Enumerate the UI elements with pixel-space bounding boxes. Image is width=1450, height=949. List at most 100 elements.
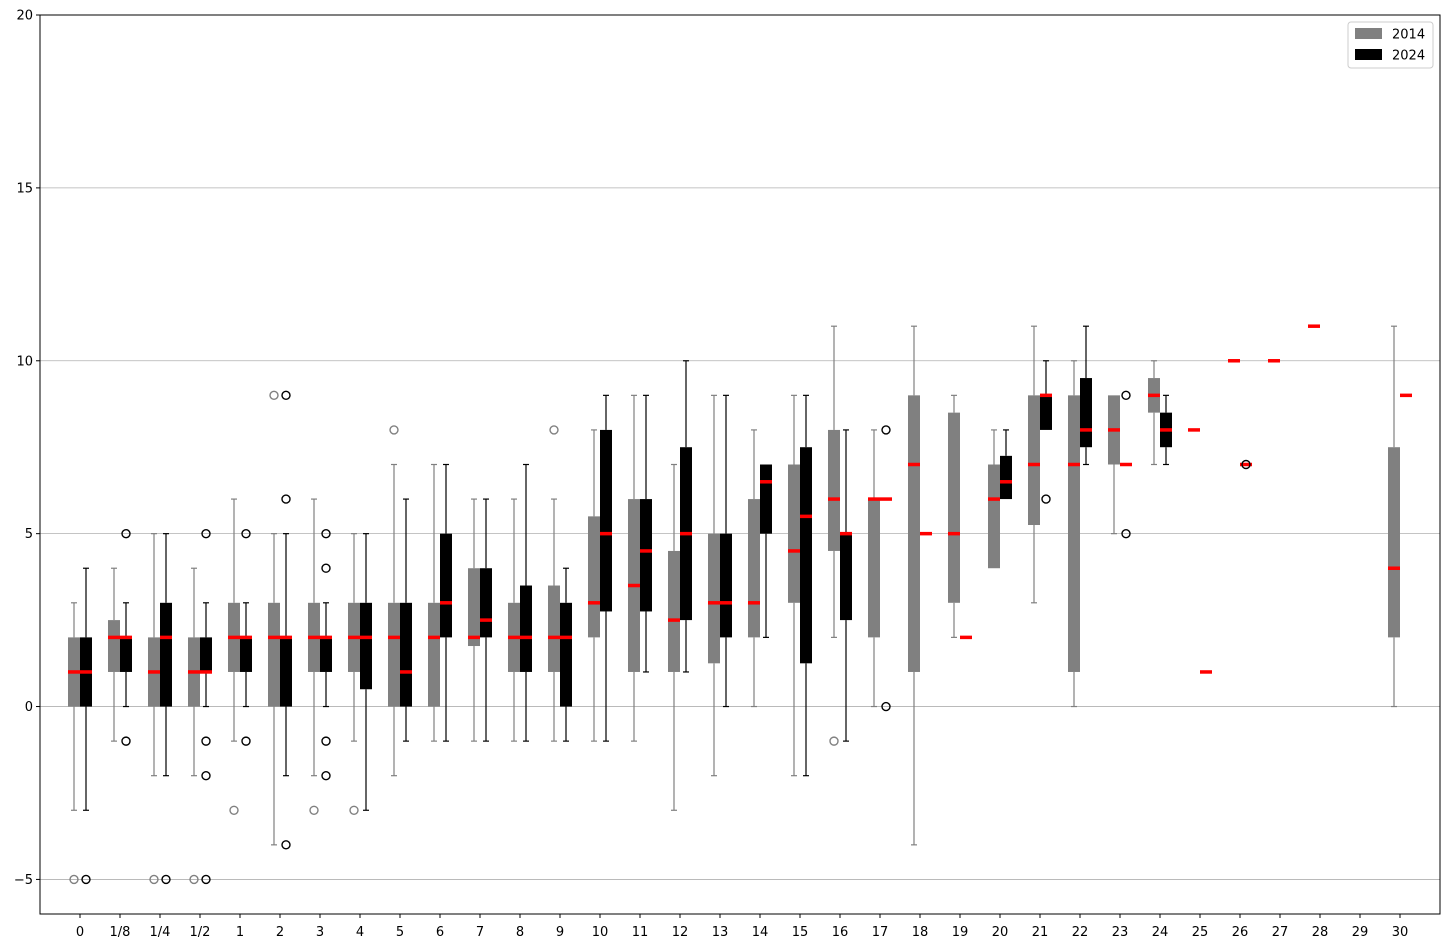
flier-point xyxy=(1121,528,1131,539)
box-2024-1 xyxy=(240,528,252,746)
x-tick-label: 13 xyxy=(712,925,729,940)
x-tick-label: 26 xyxy=(1232,925,1249,940)
box-2014-10 xyxy=(588,429,600,742)
x-axis: 0 1/8 1/4 1/2 1 2 3 4 5 6 7 8 9 10 11 12 13 14 15 16 17 18 19 2… xyxy=(76,914,1408,940)
box-2014-7 xyxy=(468,498,480,742)
box-2024-2 xyxy=(280,390,292,850)
box-2024-7 xyxy=(480,498,492,742)
box-2024-17 xyxy=(880,425,892,712)
box-iqr xyxy=(908,395,920,672)
flier-point xyxy=(201,528,211,539)
x-tick-label: 12 xyxy=(672,925,689,940)
box-iqr xyxy=(720,533,732,638)
legend-swatch-2024 xyxy=(1355,49,1382,60)
plot-frame xyxy=(39,14,1441,915)
box-iqr xyxy=(120,637,132,672)
box-iqr xyxy=(600,429,612,612)
box-iqr xyxy=(868,499,880,638)
box-2024-13 xyxy=(720,394,732,708)
box-2014-19 xyxy=(948,394,960,638)
x-tick-label: 11 xyxy=(632,925,649,940)
x-tick-label: 21 xyxy=(1032,925,1049,940)
box-2024-26 xyxy=(1240,459,1252,470)
box-iqr xyxy=(640,499,652,612)
box-iqr xyxy=(988,464,1000,569)
flier-point xyxy=(201,770,211,781)
y-tick-label: 0 xyxy=(25,700,33,715)
box-iqr xyxy=(548,585,560,672)
box-iqr xyxy=(108,620,120,672)
box-iqr xyxy=(800,447,812,664)
box-2014-18 xyxy=(908,325,920,846)
box-iqr xyxy=(948,412,960,603)
flier-point xyxy=(321,528,331,539)
box-2014-11 xyxy=(628,394,640,742)
flier-point xyxy=(241,528,251,539)
flier-point xyxy=(321,770,331,781)
x-tick-label: 16 xyxy=(832,925,849,940)
y-tick-label: 5 xyxy=(25,527,33,542)
flier-point xyxy=(269,390,279,401)
flier-point xyxy=(881,425,891,435)
x-tick-label: 5 xyxy=(396,925,404,940)
box-2024-11 xyxy=(640,394,652,673)
flier-point xyxy=(201,736,211,746)
box-2024-5 xyxy=(400,498,412,742)
flier-point xyxy=(321,563,331,573)
box-2014-0 xyxy=(68,602,80,885)
box-2024-6 xyxy=(440,463,452,742)
box-2024-4 xyxy=(360,533,372,811)
y-tick-label: −5 xyxy=(14,873,33,888)
x-tick-label: 4 xyxy=(356,925,364,940)
box-2024-9 xyxy=(560,567,572,742)
box-2014-22 xyxy=(1068,360,1080,708)
box-iqr xyxy=(388,602,400,707)
flier-point xyxy=(281,494,291,504)
legend-label-2014: 2014 xyxy=(1392,28,1425,43)
box-iqr xyxy=(788,464,800,603)
legend-label-2024: 2024 xyxy=(1392,49,1425,64)
flier-point xyxy=(1041,494,1051,504)
y-axis: −5 0 5 10 15 20 xyxy=(14,9,40,888)
box-iqr xyxy=(240,637,252,672)
box-2014-1/8 xyxy=(108,567,120,742)
flier-point xyxy=(1241,459,1251,470)
flier-point xyxy=(281,840,291,850)
x-tick-label: 27 xyxy=(1272,925,1289,940)
box-iqr xyxy=(668,550,680,672)
box-iqr xyxy=(1388,447,1400,638)
box-iqr xyxy=(320,637,332,672)
x-tick-label: 3 xyxy=(316,925,324,940)
x-tick-label: 14 xyxy=(752,925,769,940)
flier-point xyxy=(309,805,319,815)
x-tick-label: 23 xyxy=(1112,925,1129,940)
box-2014-12 xyxy=(668,463,680,811)
box-2014-16 xyxy=(828,325,840,746)
x-tick-label: 8 xyxy=(516,925,524,940)
box-iqr xyxy=(468,568,480,647)
x-tick-label: 1/8 xyxy=(110,925,131,940)
box-2014-21 xyxy=(1028,325,1040,604)
flier-point xyxy=(81,874,91,885)
box-iqr xyxy=(1080,378,1092,448)
box-2024-10 xyxy=(600,394,612,742)
box-2014-6 xyxy=(428,463,440,742)
x-tick-label: 19 xyxy=(952,925,969,940)
box-2014-13 xyxy=(708,394,720,777)
flier-point xyxy=(241,736,251,746)
box-2024-23 xyxy=(1120,390,1132,539)
flier-point xyxy=(69,874,79,885)
box-iqr xyxy=(428,602,440,707)
box-2014-2 xyxy=(268,390,280,846)
box-iqr xyxy=(708,533,720,664)
box-2024-21 xyxy=(1040,360,1052,504)
box-2024-1/2 xyxy=(200,528,212,885)
flier-point xyxy=(881,701,891,712)
x-tick-label: 30 xyxy=(1392,925,1409,940)
flier-point xyxy=(201,874,211,885)
x-tick-label: 1/4 xyxy=(150,925,171,940)
x-tick-label: 20 xyxy=(992,925,1009,940)
flier-point xyxy=(829,736,839,746)
flier-point xyxy=(349,805,359,815)
